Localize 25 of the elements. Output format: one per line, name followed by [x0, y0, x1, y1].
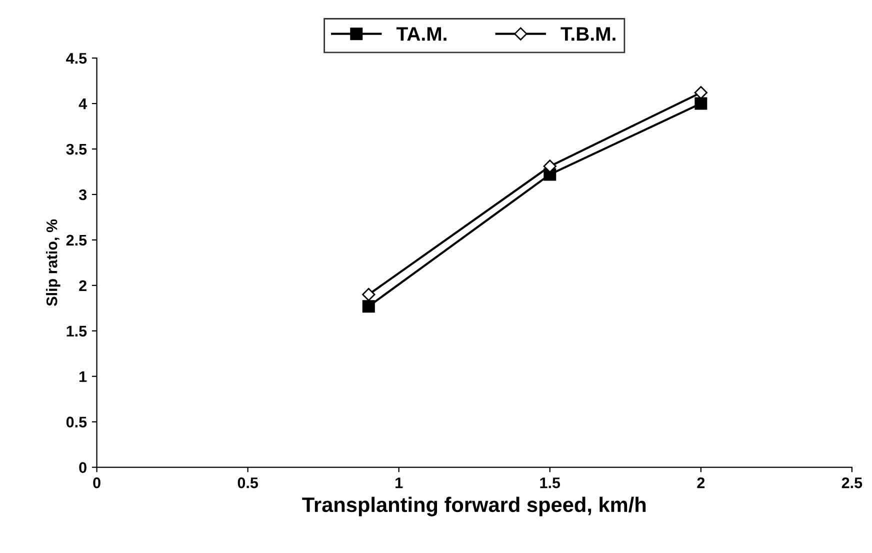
y-tick-label: 2.5	[66, 234, 87, 246]
point	[362, 300, 375, 313]
y-tick-label: 3.5	[66, 144, 87, 155]
y-tick-label: 2	[79, 280, 86, 291]
x-tick-label: 2	[697, 477, 705, 488]
x-tick-label: 0	[93, 477, 100, 488]
x-tick-label: 1.5	[540, 478, 560, 488]
y-tick-label: 1	[80, 371, 87, 382]
x-tick-label: 2.5	[842, 477, 862, 488]
point	[543, 160, 556, 173]
y-tick-label: 4	[78, 98, 87, 110]
y-tick-label: 3	[78, 189, 87, 200]
point	[694, 97, 708, 110]
legend-label: TA.M.	[396, 27, 446, 41]
y-tick-label: 0	[79, 462, 86, 473]
x-tick-label: 1	[396, 478, 403, 488]
x-tick-label: 0.5	[238, 477, 258, 488]
point	[694, 86, 708, 100]
y-tick-label: 4.5	[66, 53, 87, 64]
y-tick-label: 1.5	[66, 326, 87, 337]
y-tick-label: 0.5	[66, 416, 87, 428]
y-axis-title: Slip ratio, %	[46, 219, 60, 306]
legend-label: T.B.M.	[560, 27, 616, 41]
point	[362, 288, 376, 302]
x-axis-title: Transplanting forward speed, km/h	[302, 496, 646, 516]
